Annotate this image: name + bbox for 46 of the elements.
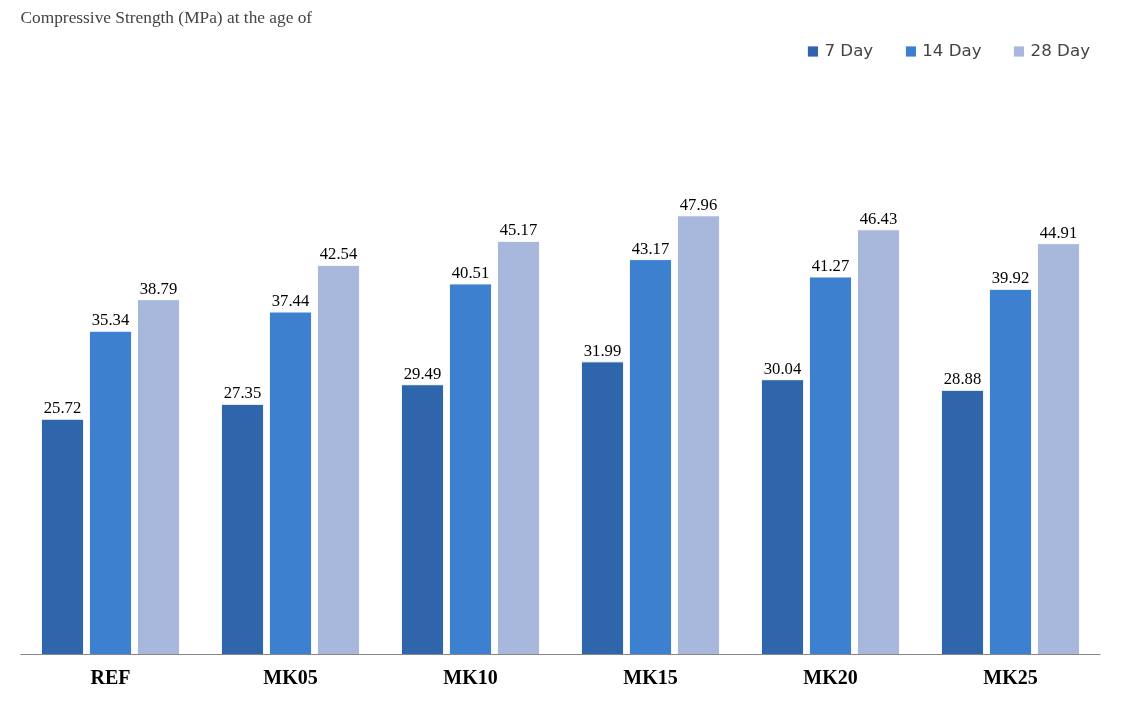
data-label: 47.96 <box>679 194 718 214</box>
bar <box>940 389 985 655</box>
bar <box>316 264 361 655</box>
data-label: 46.43 <box>859 208 898 228</box>
chart-title: Compressive Strength (MPa) at the age of <box>20 7 313 27</box>
legend-label: 7 Day <box>824 41 874 60</box>
data-label: 38.79 <box>139 278 178 298</box>
bar <box>400 384 445 655</box>
legend-label: 14 Day <box>922 41 982 60</box>
data-label: 42.54 <box>319 244 358 264</box>
x-tick-label: REF <box>90 665 131 688</box>
data-label: 29.49 <box>403 363 442 383</box>
bar <box>136 299 181 655</box>
data-label: 43.17 <box>631 238 670 258</box>
data-label: 45.17 <box>499 220 538 240</box>
data-label: 30.04 <box>763 358 802 378</box>
data-label: 37.44 <box>271 291 310 310</box>
x-tick-label: MK15 <box>623 665 678 688</box>
data-label: 40.51 <box>451 262 490 282</box>
bar <box>496 240 541 655</box>
bar <box>40 418 85 655</box>
bar <box>1036 243 1081 655</box>
bar <box>580 361 625 655</box>
bar <box>220 403 265 655</box>
bar <box>88 330 133 655</box>
data-label: 39.92 <box>991 268 1030 288</box>
data-label: 25.72 <box>43 398 82 418</box>
bar <box>676 215 721 655</box>
data-label: 35.34 <box>91 310 130 330</box>
bar <box>628 259 673 655</box>
bar <box>760 379 805 655</box>
bar <box>808 276 853 655</box>
bar <box>988 288 1033 655</box>
legend-label: 28 Day <box>1030 41 1090 60</box>
x-tick-label: MK10 <box>443 665 498 688</box>
data-label: 27.35 <box>223 383 262 403</box>
x-tick-label: MK25 <box>983 665 1038 688</box>
data-label: 28.88 <box>943 369 982 389</box>
data-label: 41.27 <box>811 255 850 275</box>
bar <box>448 283 493 655</box>
bar <box>268 311 313 655</box>
x-tick-label: MK05 <box>263 665 318 688</box>
data-label: 44.91 <box>1039 222 1078 242</box>
x-tick-label: MK20 <box>803 665 858 688</box>
data-label: 31.99 <box>583 340 622 360</box>
bar <box>856 229 901 655</box>
